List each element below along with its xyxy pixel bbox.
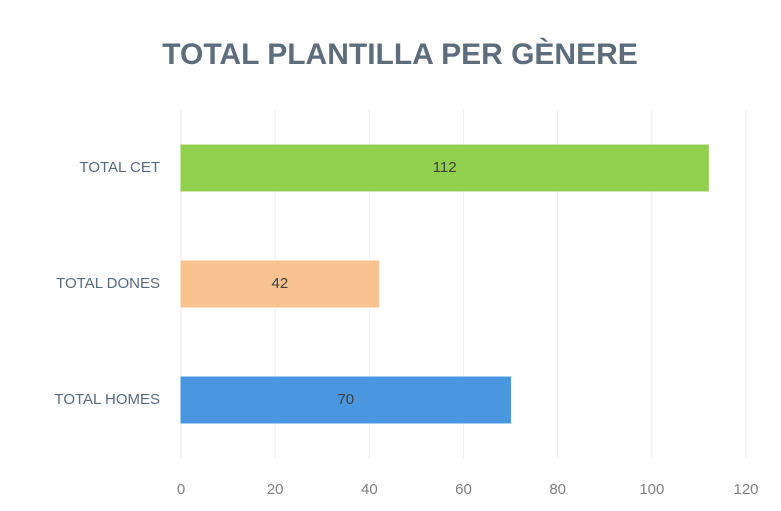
x-tick-label: 60 (455, 481, 472, 498)
x-tick-label: 40 (361, 481, 378, 498)
y-tick-label: TOTAL HOMES (54, 391, 160, 408)
x-tick-label: 0 (177, 481, 185, 498)
x-tick-label: 100 (639, 481, 664, 498)
x-tick-label: 120 (733, 481, 758, 498)
bar (180, 260, 380, 308)
bar (180, 144, 709, 192)
chart-title: TOTAL PLANTILLA PER GÈNERE (162, 37, 638, 71)
data-label: 112 (433, 159, 457, 176)
y-tick-label: TOTAL DONES (56, 275, 160, 292)
data-label: 42 (272, 275, 289, 292)
x-tick-label: 20 (267, 481, 284, 498)
data-label: 70 (337, 391, 354, 408)
y-tick-label: TOTAL CET (79, 159, 160, 176)
x-tick-label: 80 (549, 481, 566, 498)
bar (180, 376, 512, 424)
